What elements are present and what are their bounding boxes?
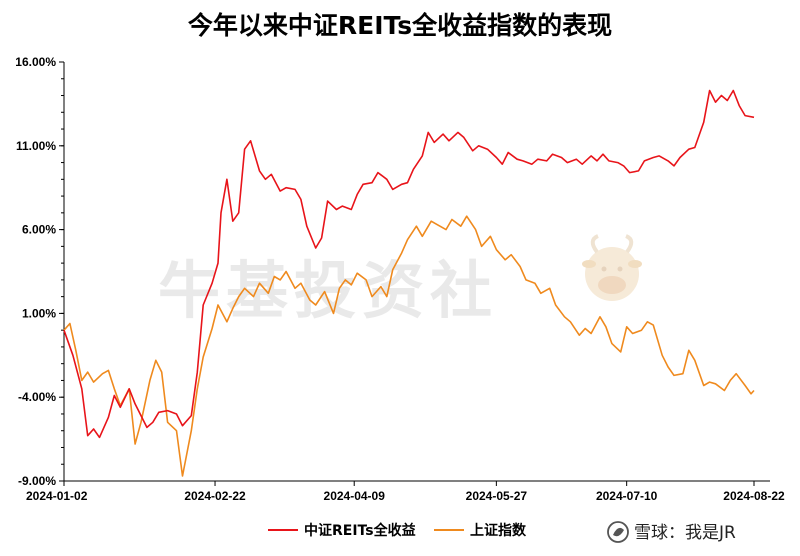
watermark: 牛基投资社	[158, 234, 642, 327]
x-tick-label: 2024-02-22	[184, 489, 246, 503]
y-tick-label: 16.00%	[15, 55, 56, 69]
x-tick-label: 2024-04-09	[324, 489, 386, 503]
y-tick-label: 6.00%	[22, 223, 56, 237]
legend: 中证REITs全收益 上证指数	[268, 522, 527, 539]
legend-label-shanghai: 上证指数	[470, 522, 527, 539]
footer-credit: 雪球：我是JR	[607, 521, 736, 543]
footer-credit-text: 雪球：我是JR	[634, 523, 736, 543]
watermark-text: 牛基投资社	[158, 254, 498, 327]
series-line-1	[63, 215, 755, 477]
legend-label-reits: 中证REITs全收益	[304, 522, 416, 539]
series-layer	[63, 89, 755, 477]
y-tick-label: -9.00%	[18, 474, 56, 488]
x-tick-label: 2024-05-27	[466, 489, 528, 503]
snowball-logo-icon	[607, 521, 629, 543]
bull-mascot-icon	[582, 234, 642, 301]
x-axis-ticks: 2024-01-02 2024-02-22 2024-04-09 2024-05-27…	[26, 481, 785, 503]
y-tick-label: 11.00%	[16, 139, 56, 153]
x-tick-label: 2024-01-02	[26, 489, 88, 503]
x-tick-label: 2024-07-10	[596, 489, 658, 503]
chart-title: 今年以来中证REITs全收益指数的表现	[188, 11, 612, 40]
x-tick-label: 2024-08-22	[723, 489, 785, 503]
series-line-0	[63, 89, 755, 439]
y-axis-ticks: 16.00% 11.00% 6.00% 1.00% -4.00% -9.00%	[15, 55, 64, 488]
y-tick-label: -4.00%	[18, 390, 56, 404]
y-tick-label: 1.00%	[22, 306, 56, 320]
